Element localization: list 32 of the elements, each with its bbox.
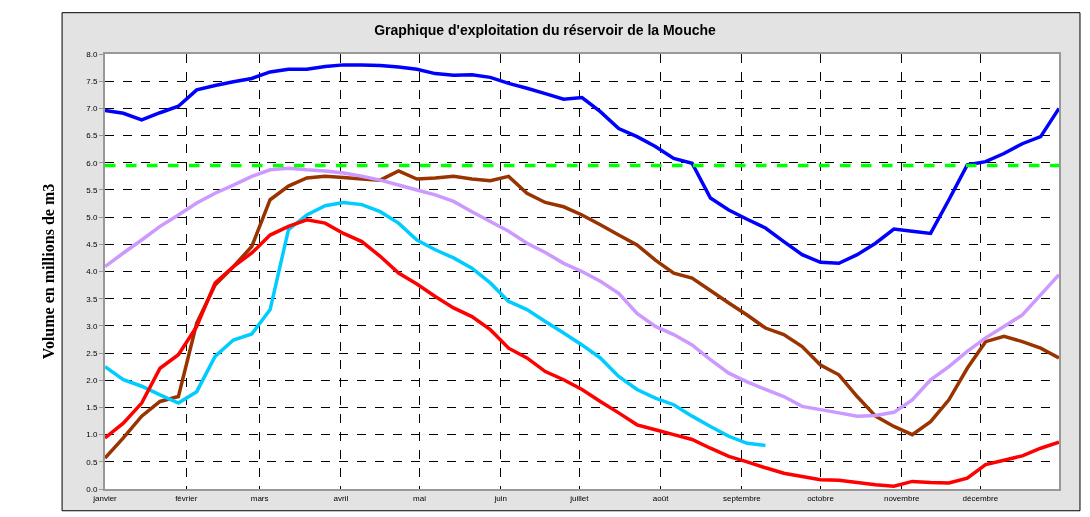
y-tick-label: 1.0 [86,430,98,440]
y-tick-label: 5.5 [86,185,98,195]
y-tick-label: 4.0 [86,267,98,277]
chart-title: Graphique d'exploitation du réservoir de la Mouche [374,21,717,38]
y-tick-label: 3.5 [86,294,98,304]
y-tick-label: 5.0 [86,212,98,222]
x-tick-label: août [652,493,670,503]
x-tick-label: septembre [722,493,762,503]
x-tick-label: juin [493,493,507,503]
x-tick-label: octobre [807,493,835,503]
x-tick-label: juillet [569,493,590,503]
line-series [105,200,768,448]
x-tick-label: mars [250,493,269,503]
y-tick-label: 0.0 [86,484,98,494]
y-tick-label: 6.0 [86,158,98,168]
x-tick-label: décembre [962,493,999,503]
y-tick-label: 2.5 [86,348,98,358]
y-tick-label: 6.5 [86,131,98,141]
x-tick-label: novembre [883,493,921,503]
x-tick-label: avril [333,493,349,503]
y-tick-label: 1.5 [86,403,98,413]
y-tick-label: 2.0 [86,376,98,386]
y-tick-label: 3.0 [86,321,98,331]
x-tick-label: janvier [92,493,118,503]
x-tick-label: février [175,493,198,503]
y-axis-title: Volume en millions de m3 [39,183,57,360]
y-tick-label: 4.5 [86,240,98,250]
y-tick-label: 7.0 [86,104,98,114]
x-tick-label: mai [413,493,427,503]
y-tick-label: 8.0 [86,49,98,59]
y-tick-label: 0.5 [86,457,98,467]
y-tick-label: 7.5 [86,76,98,86]
